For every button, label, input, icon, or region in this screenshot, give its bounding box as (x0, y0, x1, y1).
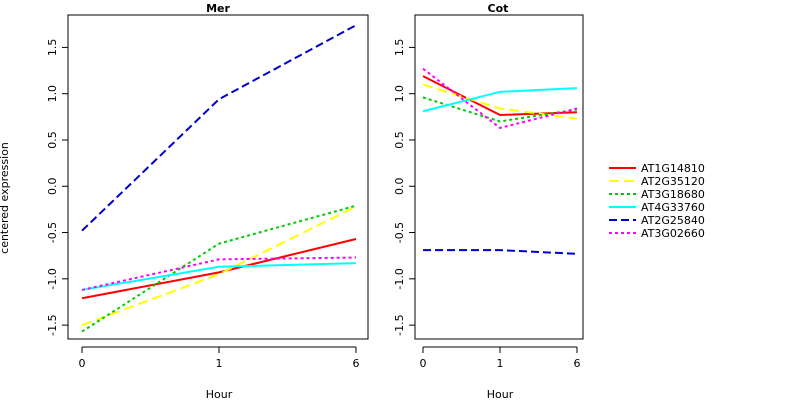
legend-label: AT4G33760 (641, 201, 705, 214)
y-tick-label: 0.5 (393, 131, 406, 149)
y-tick-label: -0.5 (46, 222, 59, 243)
panel-title-mer: Mer (206, 2, 230, 15)
y-tick-label: 0.5 (46, 131, 59, 149)
series-line-at2g35120 (81, 205, 357, 327)
series-group-mer (81, 24, 357, 333)
y-tick-label: -1.0 (393, 268, 406, 289)
x-axis-cot: 0 1 6 (420, 346, 581, 370)
y-tick-label: 1.5 (46, 39, 59, 57)
x-tick-label: 0 (420, 357, 427, 370)
series-line-at2g25840 (423, 249, 578, 255)
x-tick-label: 0 (79, 357, 86, 370)
x-tick-label: 6 (574, 357, 581, 370)
y-tick-label: -1.5 (46, 314, 59, 335)
y-axis-mer: -1.5 -1.0 -0.5 0.0 0.5 1.0 1.5 (46, 39, 68, 336)
series-line-at3g02660 (81, 256, 357, 291)
series-line-at4g33760 (81, 262, 357, 291)
x-tick-label: 6 (353, 357, 360, 370)
legend-label: AT1G14810 (641, 162, 705, 175)
series-line-at4g33760 (422, 87, 578, 113)
y-axis-cot: -1.5 -1.0 -0.5 0.0 0.5 1.0 1.5 (393, 39, 415, 336)
legend-label: AT3G18680 (641, 188, 705, 201)
series-line-at3g02660 (422, 67, 578, 130)
y-tick-label: 1.0 (46, 85, 59, 103)
plot-frame-cot (414, 14, 584, 340)
x-axis-mer: 0 1 6 (79, 346, 360, 370)
series-group-cot (422, 67, 578, 255)
y-tick-label: 1.0 (393, 85, 406, 103)
series-line-at3g18680 (81, 204, 357, 333)
x-tick-label: 1 (216, 357, 223, 370)
panel-cot: Cot -1.5 -1.0 -0.5 0.0 0.5 1.0 1.5 0 1 6 Hour (393, 2, 584, 400)
panel-title-cot: Cot (488, 2, 509, 15)
plot-frame-mer (67, 14, 369, 340)
legend-label: AT3G02660 (641, 227, 705, 240)
y-tick-label: 1.5 (393, 39, 406, 57)
x-axis-label-cot: Hour (487, 388, 514, 400)
y-tick-label: -1.0 (46, 268, 59, 289)
x-tick-label: 1 (497, 357, 504, 370)
series-line-at2g25840 (81, 24, 357, 232)
y-tick-label: -1.5 (393, 314, 406, 335)
panel-mer: Mer -1.5 -1.0 -0.5 0.0 0.5 1.0 1.5 0 1 6 Hour (46, 2, 369, 400)
legend: AT1G14810AT2G35120AT3G18680AT4G33760AT2G… (609, 162, 705, 240)
y-axis-label: centered expression (0, 142, 11, 254)
legend-label: AT2G35120 (641, 175, 705, 188)
x-axis-label-mer: Hour (206, 388, 233, 400)
series-line-at1g14810 (81, 238, 357, 300)
series-line-at2g35120 (422, 83, 578, 120)
legend-label: AT2G25840 (641, 214, 705, 227)
y-tick-label: 0.0 (393, 178, 406, 196)
y-tick-label: 0.0 (46, 178, 59, 196)
y-tick-label: -0.5 (393, 222, 406, 243)
